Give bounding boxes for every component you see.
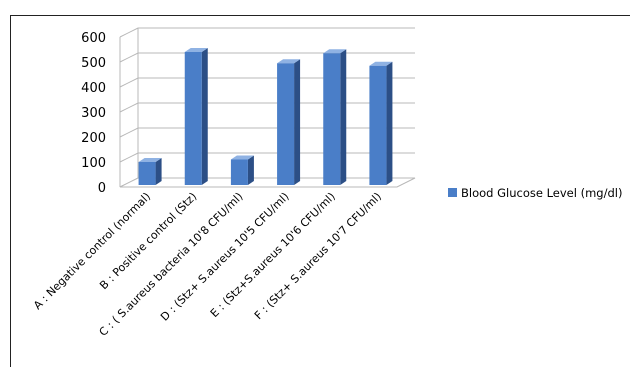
bar-front: [184, 52, 202, 185]
bar-side: [247, 155, 254, 185]
bar-side: [294, 59, 301, 185]
bar-front: [230, 159, 248, 185]
bar-top: [323, 49, 347, 54]
y-tick-label: 300: [81, 106, 106, 121]
y-axis-ticks: 0 100 200 300 400 500 600: [81, 31, 106, 196]
bar: [277, 59, 301, 185]
bar-top: [369, 61, 393, 66]
bar-side: [201, 48, 208, 185]
gridline: [119, 27, 415, 38]
y-tick-label: 0: [98, 181, 106, 196]
y-tick-label: 100: [81, 156, 106, 171]
bar: [184, 48, 208, 185]
bar-top: [277, 59, 301, 64]
y-tick-label: 200: [81, 131, 106, 146]
x-axis-labels: A : Negative control (normal)B : Positiv…: [31, 190, 384, 339]
y-tick-label: 500: [81, 56, 106, 71]
bar-side: [340, 49, 347, 185]
bars: [138, 48, 393, 185]
bar-front: [138, 162, 156, 185]
bar-front: [277, 63, 295, 185]
chart-frame: [10, 15, 630, 367]
bar-front: [323, 53, 341, 185]
bar-side: [386, 61, 393, 185]
bar-top: [138, 158, 162, 162]
y-tick-label: 400: [81, 81, 106, 96]
gridline: [119, 52, 415, 63]
legend-swatch: [448, 188, 457, 197]
legend-label: Blood Glucose Level (mg/dl): [461, 186, 622, 200]
legend: Blood Glucose Level (mg/dl): [448, 186, 622, 200]
bar-front: [369, 65, 387, 185]
bar-side: [155, 158, 162, 185]
bar: [230, 155, 254, 185]
bar-top: [230, 155, 254, 160]
bar-top: [184, 48, 208, 52]
bar: [138, 158, 162, 185]
bar: [369, 61, 393, 185]
bar: [323, 49, 347, 185]
y-tick-label: 600: [81, 31, 106, 46]
